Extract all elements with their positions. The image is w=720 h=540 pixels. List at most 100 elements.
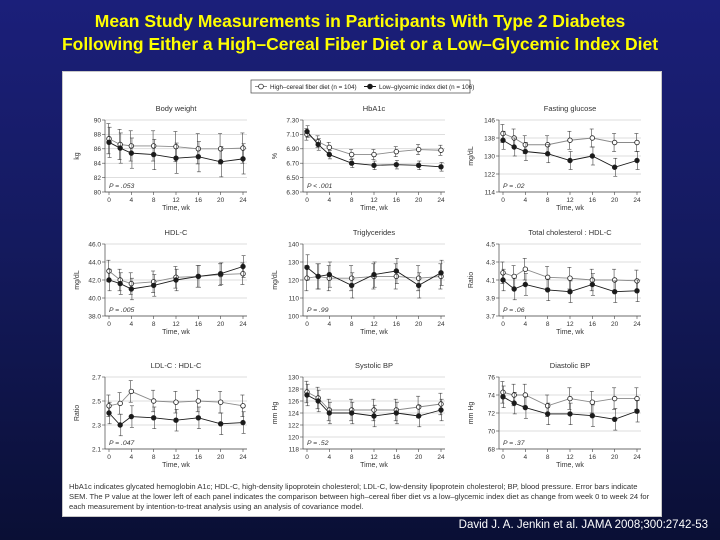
data-point-high-fiber <box>567 275 573 281</box>
data-point-low-gi <box>128 150 135 156</box>
chart-title: Total cholesterol : HDL-C <box>528 228 612 237</box>
x-tick-label: 4 <box>130 454 134 461</box>
data-point-low-gi <box>522 148 529 155</box>
data-point-low-gi <box>117 280 123 287</box>
data-point-high-fiber <box>240 270 246 277</box>
chart-title: Triglycerides <box>353 228 395 237</box>
y-tick-label: 6.30 <box>286 189 299 196</box>
y-tick-label: 68 <box>488 446 496 453</box>
data-point-high-fiber <box>522 142 529 148</box>
data-point-low-gi <box>393 268 400 274</box>
chart-title: LDL-C : HDL-C <box>151 361 202 370</box>
x-tick-label: 8 <box>152 321 156 328</box>
x-tick-label: 8 <box>152 454 156 461</box>
x-axis-label: Time, wk <box>162 205 190 212</box>
data-point-low-gi <box>500 277 506 283</box>
data-point-high-fiber <box>195 146 202 152</box>
data-point-low-gi <box>117 422 123 428</box>
data-point-high-fiber <box>106 268 112 274</box>
y-tick-label: 76 <box>488 374 496 381</box>
x-tick-label: 4 <box>328 197 332 204</box>
data-point-low-gi <box>393 161 400 168</box>
data-point-low-gi <box>634 157 640 164</box>
data-point-low-gi <box>544 411 551 417</box>
data-point-low-gi <box>567 411 573 417</box>
x-tick-label: 0 <box>305 321 309 328</box>
data-point-high-fiber <box>150 143 157 149</box>
x-tick-label: 20 <box>217 197 225 204</box>
chart-0: Body weight 80 82 84 86 88 90 0 4 8 12 16 20 24 Time, … <box>74 104 247 212</box>
y-tick-label: 2.7 <box>92 374 101 381</box>
x-tick-label: 24 <box>239 197 247 204</box>
data-point-high-fiber <box>500 270 506 276</box>
x-tick-label: 16 <box>195 454 203 461</box>
y-tick-label: 146 <box>484 117 495 124</box>
data-point-low-gi <box>522 404 529 411</box>
y-tick-label: 6.70 <box>286 161 299 168</box>
x-tick-label: 12 <box>566 454 574 461</box>
data-point-high-fiber <box>217 146 224 152</box>
slide-title: Mean Study Measurements in Participants … <box>0 10 720 56</box>
data-point-low-gi <box>217 270 224 277</box>
data-point-low-gi <box>106 139 112 146</box>
data-point-low-gi <box>315 141 321 148</box>
x-tick-label: 12 <box>370 197 378 204</box>
x-tick-label: 0 <box>501 321 505 328</box>
data-point-low-gi <box>634 288 640 294</box>
data-point-low-gi <box>567 288 573 295</box>
y-tick-label: 90 <box>94 117 102 124</box>
y-tick-label: 7.30 <box>286 117 299 124</box>
y-tick-label: 130 <box>288 259 299 266</box>
y-tick-label: 140 <box>288 241 299 248</box>
data-point-low-gi <box>173 417 179 423</box>
data-point-low-gi <box>611 288 618 295</box>
data-point-high-fiber <box>611 139 618 146</box>
y-tick-label: 122 <box>484 171 495 178</box>
series-line-high-fiber <box>306 134 442 156</box>
x-tick-label: 4 <box>328 454 332 461</box>
data-point-low-gi <box>371 271 377 278</box>
y-tick-label: 88 <box>94 132 102 139</box>
x-tick-label: 12 <box>566 321 574 328</box>
data-point-high-fiber <box>195 398 202 404</box>
x-tick-label: 24 <box>633 321 641 328</box>
y-tick-label: 118 <box>289 446 300 453</box>
data-point-high-fiber <box>106 403 112 409</box>
data-point-low-gi <box>415 413 422 419</box>
x-axis-label: Time, wk <box>360 329 388 336</box>
data-point-low-gi <box>173 277 179 283</box>
p-value: P = .37 <box>503 440 525 447</box>
y-tick-label: 2.1 <box>92 446 101 453</box>
data-point-high-fiber <box>567 395 573 402</box>
y-tick-label: 3.9 <box>486 295 495 302</box>
data-point-low-gi <box>240 419 246 426</box>
data-point-low-gi <box>240 263 246 270</box>
data-point-high-fiber <box>634 139 640 146</box>
data-point-high-fiber <box>634 278 640 284</box>
data-point-low-gi <box>511 144 517 150</box>
data-point-low-gi <box>117 145 123 151</box>
y-tick-label: 38.0 <box>88 313 101 320</box>
x-tick-label: 20 <box>415 197 423 204</box>
x-axis-label: Time, wk <box>360 462 388 469</box>
data-point-low-gi <box>511 286 517 292</box>
x-tick-label: 12 <box>370 321 378 328</box>
data-point-low-gi <box>150 282 157 289</box>
x-tick-label: 8 <box>350 454 354 461</box>
y-tick-label: 6.90 <box>286 146 299 153</box>
data-point-low-gi <box>589 153 596 159</box>
x-axis-label: Time, wk <box>360 205 388 212</box>
x-tick-label: 0 <box>305 454 309 461</box>
legend-marker-filled <box>367 83 373 90</box>
y-tick-label: 4.1 <box>486 277 495 284</box>
x-tick-label: 0 <box>305 197 309 204</box>
x-tick-label: 24 <box>437 197 445 204</box>
x-tick-label: 20 <box>415 321 423 328</box>
data-point-high-fiber <box>522 266 529 272</box>
x-tick-label: 8 <box>350 197 354 204</box>
data-point-low-gi <box>567 157 573 164</box>
x-tick-label: 4 <box>524 197 528 204</box>
data-point-high-fiber <box>522 392 529 398</box>
x-tick-label: 4 <box>130 197 134 204</box>
data-point-low-gi <box>415 162 422 169</box>
